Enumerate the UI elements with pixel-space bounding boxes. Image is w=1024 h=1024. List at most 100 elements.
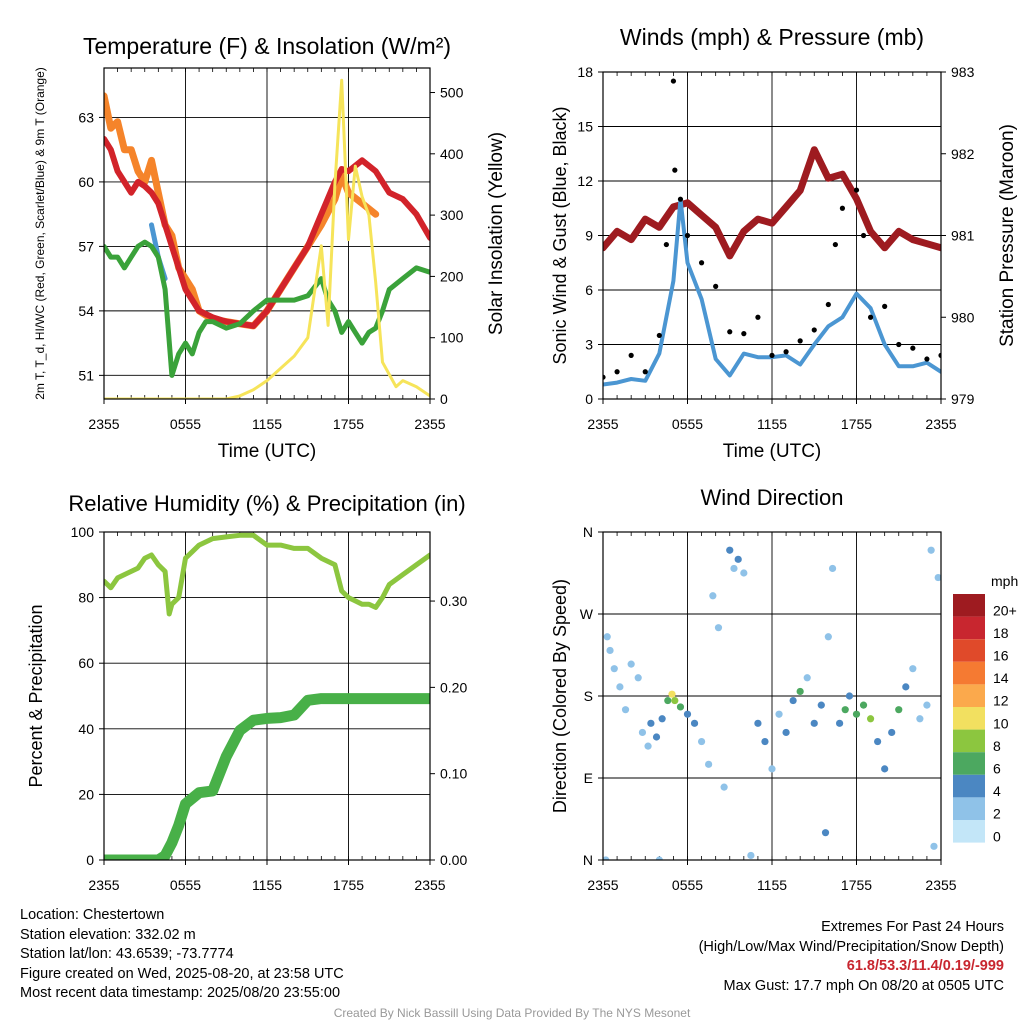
y-right-tick-label: 0.10 xyxy=(440,766,467,782)
data-point xyxy=(841,706,849,714)
x-tick-label: 1755 xyxy=(333,416,364,432)
data-point xyxy=(610,665,618,673)
data-point xyxy=(867,314,874,320)
y-right-tick-label: 981 xyxy=(951,228,975,244)
data-point xyxy=(709,592,717,600)
x-tick-label: 1155 xyxy=(757,416,787,432)
colorbar: mph 20+ 18 16 14 12 10 8 6 4 2 0 xyxy=(953,573,1018,844)
y-tick-label: 60 xyxy=(78,655,94,671)
x-tick-label: 0555 xyxy=(170,416,201,432)
data-point xyxy=(832,241,838,248)
series-line xyxy=(104,693,430,860)
data-point xyxy=(796,687,804,696)
data-point xyxy=(740,569,748,577)
y-tick-label: W xyxy=(580,606,594,622)
colorbar-label: 10 xyxy=(993,715,1009,731)
station-location: Location: Chestertown xyxy=(20,907,165,923)
x-tick-label: 2355 xyxy=(587,877,618,893)
data-point xyxy=(839,205,846,211)
data-point xyxy=(927,546,935,554)
colorbar-cell xyxy=(953,752,985,775)
data-point xyxy=(614,369,620,375)
max-gust: Max Gust: 17.7 mph On 08/20 at 0505 UTC xyxy=(723,977,1004,994)
y-tick-label: 3 xyxy=(585,337,593,353)
data-point xyxy=(668,690,676,698)
data-point xyxy=(628,352,634,358)
x-tick-label: 2355 xyxy=(88,416,119,432)
data-point xyxy=(824,633,832,641)
station-info: Location: Chestertown Station elevation:… xyxy=(20,906,344,1004)
x-tick-label: 2355 xyxy=(414,877,445,893)
data-point xyxy=(769,352,775,358)
x-axis-label: Time (UTC) xyxy=(218,441,317,462)
data-point xyxy=(697,737,706,746)
data-point xyxy=(768,765,776,773)
data-point xyxy=(730,564,738,573)
data-point xyxy=(859,701,868,709)
data-point xyxy=(677,196,684,202)
x-tick-label: 0555 xyxy=(672,877,703,893)
series-line xyxy=(104,532,430,617)
y-right-tick-label: 983 xyxy=(951,64,975,80)
data-point xyxy=(910,345,916,351)
x-tick-label: 1755 xyxy=(841,877,872,893)
data-point xyxy=(797,338,803,344)
colorbar-cell xyxy=(953,797,985,820)
panel-4: Wind Direction 2355 0555 1155 1755 2355 N E S W N D… xyxy=(550,485,1018,893)
y-tick-label: 20 xyxy=(78,786,94,802)
data-point xyxy=(821,829,830,837)
data-point xyxy=(930,842,938,850)
y-tick-label: N xyxy=(583,524,593,540)
y-right-tick-label: 0.20 xyxy=(440,679,467,695)
colorbar-label: 8 xyxy=(993,738,1001,754)
data-point xyxy=(882,303,888,309)
data-point xyxy=(726,546,734,554)
x-tick-label: 1155 xyxy=(757,877,787,893)
data-point xyxy=(638,728,647,737)
plot-area xyxy=(104,532,430,860)
y-right-tick-label: 0.30 xyxy=(440,593,467,609)
extremes-legend: (High/Low/Max Wind/Precipitation/Snow De… xyxy=(698,938,1004,955)
data-point xyxy=(603,374,606,380)
data-point xyxy=(924,356,930,362)
y-tick-label: 80 xyxy=(78,590,94,606)
extremes-values: 61.8/53.3/11.4/0.19/-999 xyxy=(846,958,1004,975)
x-tick-label: 0555 xyxy=(170,877,201,893)
y-tick-label: 12 xyxy=(577,173,593,189)
colorbar-cell xyxy=(953,594,985,617)
plot-area xyxy=(104,78,430,399)
colorbar-label: 2 xyxy=(993,806,1001,822)
series-line xyxy=(603,197,941,387)
y-right-tick-label: 0 xyxy=(440,391,448,407)
x-tick-label: 1155 xyxy=(252,877,282,893)
data-point xyxy=(923,701,931,709)
y-tick-label: 100 xyxy=(71,524,95,540)
colorbar-cell xyxy=(953,616,985,640)
plot-frame xyxy=(602,531,942,861)
data-point xyxy=(720,783,728,791)
y-tick-label: 40 xyxy=(78,721,94,737)
y-right-tick-label: 200 xyxy=(440,268,464,284)
y-axis-label: Direction (Colored By Speed) xyxy=(550,579,570,813)
x-tick-label: 2355 xyxy=(925,416,956,432)
colorbar-cell xyxy=(953,774,985,798)
colorbar-label: 12 xyxy=(993,693,1009,709)
y-tick-label: 57 xyxy=(78,238,94,254)
data-point xyxy=(811,327,817,333)
y-tick-label: 51 xyxy=(78,367,94,383)
data-point xyxy=(916,715,924,723)
plot-area xyxy=(603,78,941,387)
data-point xyxy=(836,719,844,727)
data-point xyxy=(909,665,917,673)
chart-title: Relative Humidity (%) & Precipitation (i… xyxy=(68,491,465,516)
colorbar-label: 16 xyxy=(993,648,1009,664)
plot-frame xyxy=(103,67,431,400)
data-point xyxy=(895,706,903,714)
colorbar-title: mph xyxy=(991,573,1018,589)
x-axis-label: Time (UTC) xyxy=(723,441,822,462)
data-point xyxy=(810,719,818,727)
data-point xyxy=(670,78,677,84)
data-point xyxy=(934,573,941,582)
chart-title: Winds (mph) & Pressure (mb) xyxy=(620,24,924,50)
data-point xyxy=(663,241,669,248)
